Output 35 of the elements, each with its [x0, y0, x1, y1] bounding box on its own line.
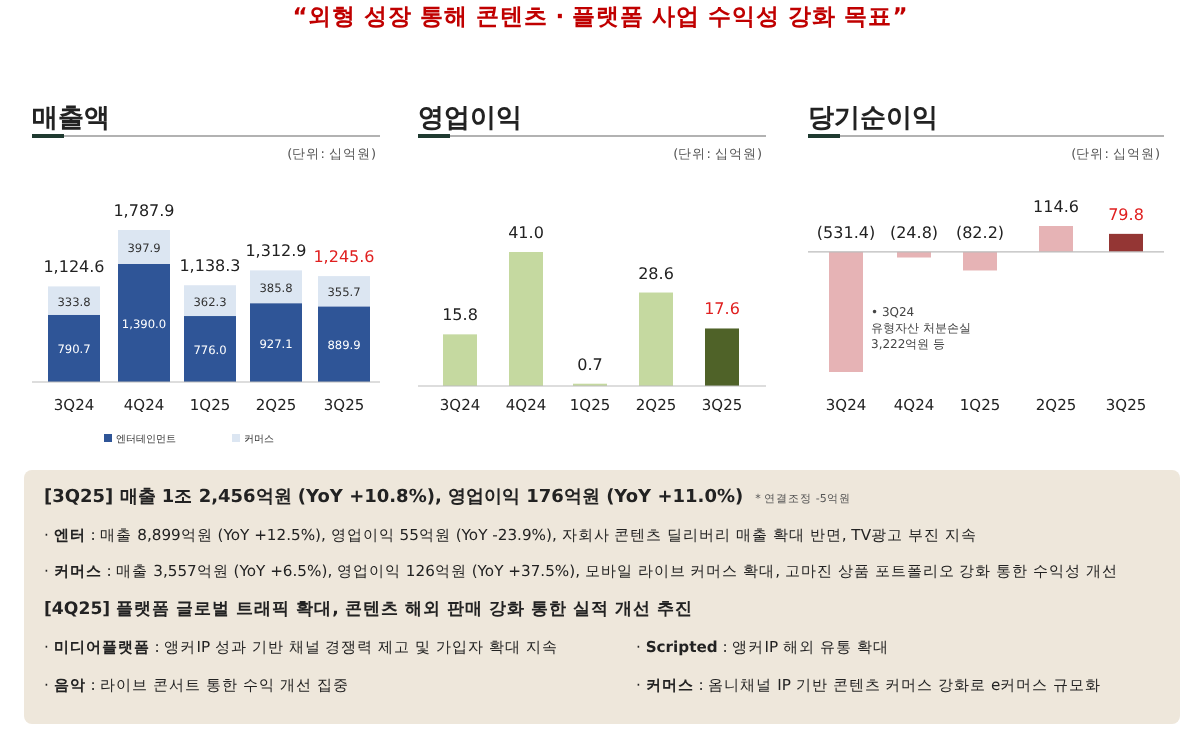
bar: [318, 306, 370, 382]
data-label: (82.2): [955, 223, 1005, 242]
data-label: (24.8): [889, 223, 939, 242]
total-label: 1,787.9: [113, 202, 175, 220]
bar: [639, 292, 673, 386]
bar: [443, 334, 477, 386]
total-label: 1,138.3: [179, 257, 241, 276]
data-label: 15.8: [442, 306, 478, 325]
chart-title: 당기순이익: [808, 104, 938, 134]
data-label: 79.8: [1108, 205, 1144, 224]
bar: [48, 314, 100, 382]
bar: [250, 303, 302, 382]
text: “외형 성장 통해 콘텐츠 · 플랫폼 사업 수익성 강화 목표”: [292, 2, 908, 30]
text: [3Q25] 매출 1조 2,456억원 (YoY +10.8%), 영업이익 176억원 (YoY +11.0%): [44, 486, 744, 508]
data-label: 17.6: [704, 300, 740, 319]
bar: [48, 286, 100, 315]
chart-title: 영업이익: [418, 104, 522, 134]
bar: [705, 328, 739, 386]
total-label: 1,124.6: [43, 258, 105, 277]
bar: [118, 230, 170, 264]
bar: [184, 316, 236, 382]
bar: [184, 285, 236, 317]
bar: [318, 276, 370, 307]
chart-title: 매출액: [32, 104, 110, 134]
text: [4Q25] 플랫폼 글로벌 트래픽 확대, 콘텐츠 해외 판매 강화 통한 실적 개선 추진: [44, 600, 693, 620]
data-label: 0.7: [577, 355, 603, 374]
bar: [250, 270, 302, 304]
bar: [509, 252, 543, 386]
bar: [118, 263, 170, 382]
total-label: 1,245.6: [313, 248, 375, 267]
data-label: 28.6: [638, 264, 674, 283]
data-label: 114.6: [1033, 198, 1079, 216]
data-label: (531.4): [816, 223, 876, 242]
data-label: 41.0: [508, 224, 544, 242]
total-label: 1,312.9: [245, 242, 307, 261]
